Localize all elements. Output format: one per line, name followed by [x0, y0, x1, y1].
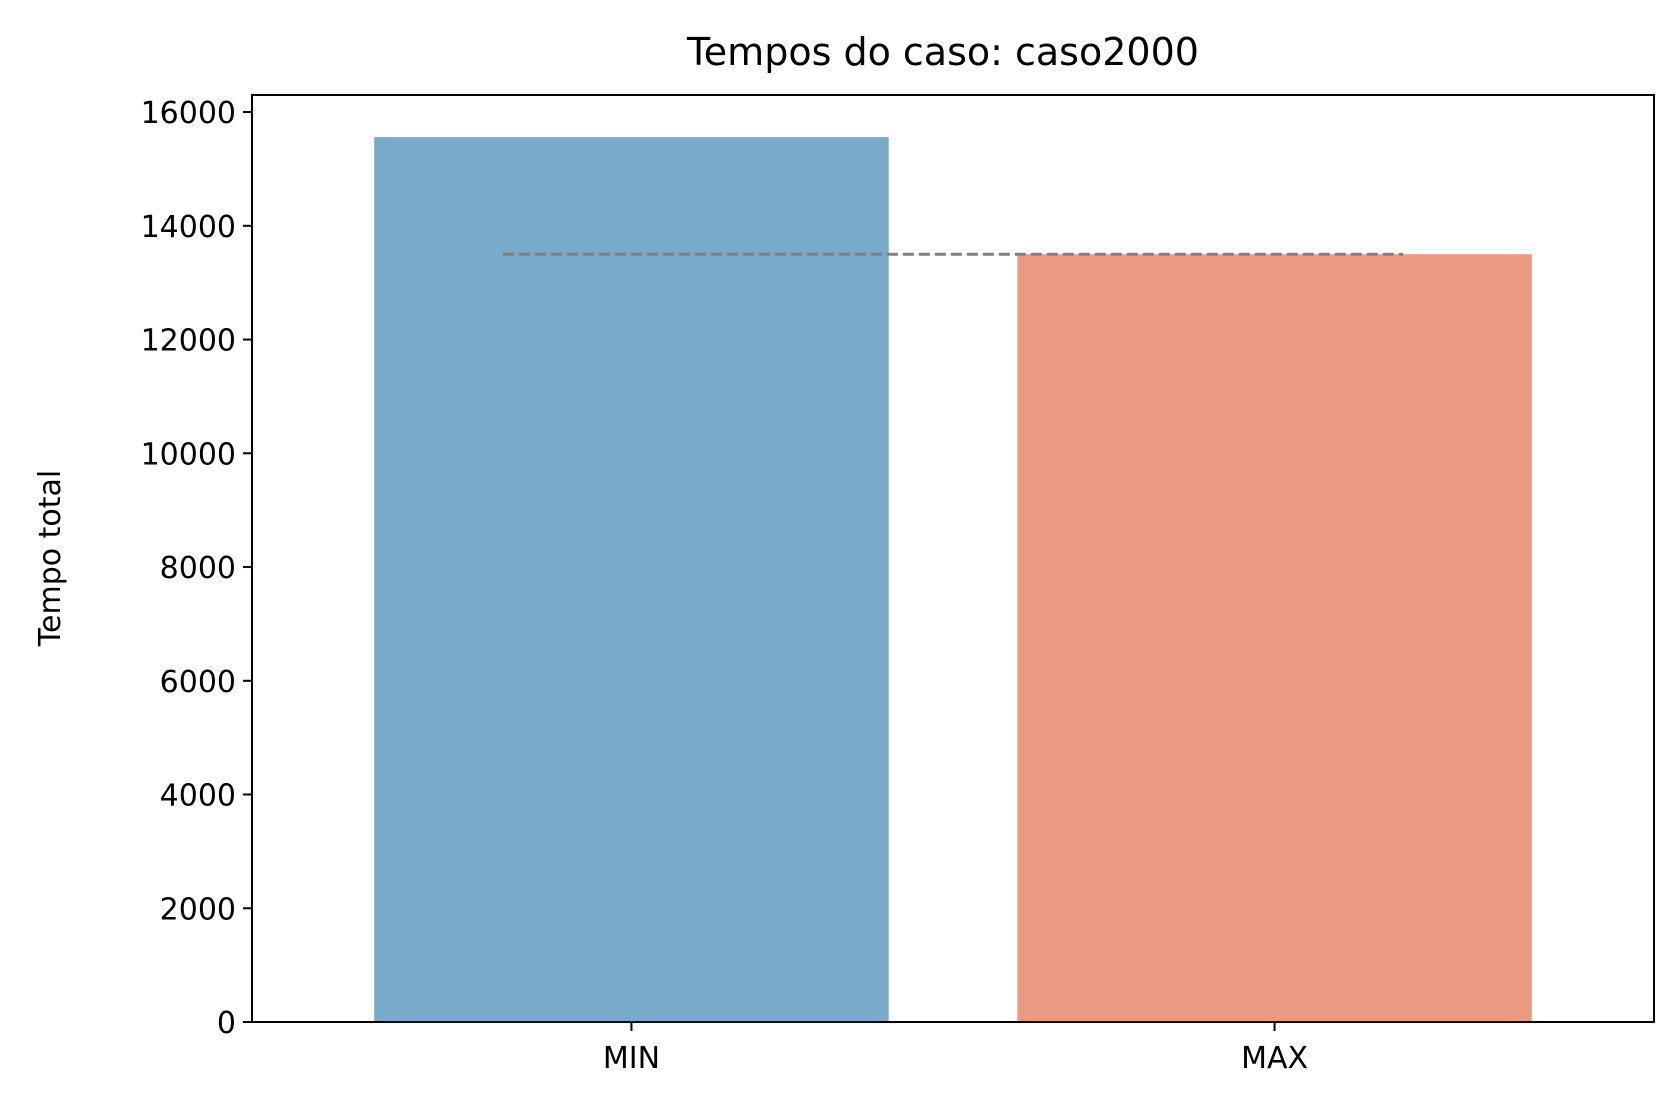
x-tick-label: MAX	[1241, 1041, 1308, 1076]
bar-max	[1017, 254, 1532, 1022]
y-tick-label: 8000	[160, 551, 236, 586]
y-tick-label: 12000	[141, 324, 236, 359]
bar-min	[374, 137, 889, 1022]
y-tick-label: 0	[217, 1006, 236, 1041]
x-tick-label: MIN	[603, 1041, 660, 1076]
y-tick-label: 14000	[141, 210, 236, 245]
chart-title: Tempos do caso: caso2000	[686, 30, 1199, 74]
y-tick-label: 4000	[160, 779, 236, 814]
y-tick-label: 6000	[160, 665, 236, 700]
y-tick-label: 2000	[160, 892, 236, 927]
y-axis-label: Tempo total	[33, 470, 68, 647]
plot-frame	[251, 94, 1655, 1023]
y-tick-label: 10000	[141, 437, 236, 472]
y-tick-label: 16000	[141, 96, 236, 131]
